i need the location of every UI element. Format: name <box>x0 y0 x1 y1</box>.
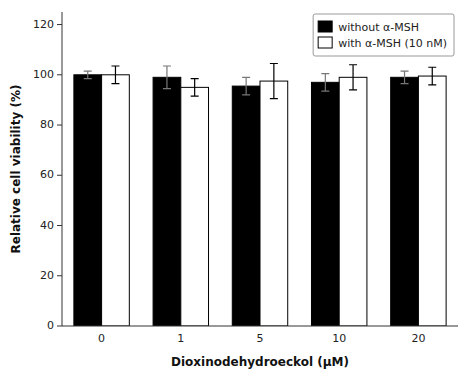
bar <box>339 77 367 326</box>
y-tick-label: 80 <box>40 118 54 131</box>
y-tick-label: 40 <box>40 219 54 232</box>
bar <box>153 77 181 326</box>
chart-svg: 0 20 40 60 80 100 120 0 1 5 10 20 Dioxinodehydroecko… <box>0 0 470 378</box>
x-axis-line <box>62 326 458 327</box>
y-tick-label: 0 <box>47 319 54 332</box>
error-bar <box>242 77 250 95</box>
y-tick <box>57 225 62 226</box>
y-tick <box>57 326 62 327</box>
x-tick-label: 0 <box>98 332 105 345</box>
error-bar <box>349 65 357 90</box>
x-tick-label: 10 <box>332 332 346 345</box>
y-axis-line <box>62 12 63 326</box>
y-tick <box>57 125 62 126</box>
bar <box>311 82 339 326</box>
bar <box>232 86 260 326</box>
legend: without α-MSH with α-MSH (10 nM) <box>313 14 454 56</box>
y-tick <box>57 175 62 176</box>
y-tick-label: 20 <box>40 269 54 282</box>
error-bar <box>321 74 329 92</box>
y-axis-label: Relative cell viability (%) <box>9 85 23 254</box>
x-axis: 0 1 5 10 20 <box>62 326 458 345</box>
bar <box>418 76 446 326</box>
error-bar <box>111 66 119 84</box>
y-tick-label: 100 <box>33 68 54 81</box>
y-tick-label: 120 <box>33 18 54 31</box>
x-tick-label: 20 <box>411 332 425 345</box>
y-axis: 0 20 40 60 80 100 120 <box>33 12 62 332</box>
error-bar <box>401 71 409 84</box>
error-bar <box>163 66 171 89</box>
bar <box>74 75 102 326</box>
error-bar <box>428 67 436 85</box>
y-tick <box>57 74 62 75</box>
bar <box>260 81 288 326</box>
x-tick-label: 5 <box>257 332 264 345</box>
legend-swatch <box>318 21 332 32</box>
legend-frame <box>313 14 454 56</box>
legend-label: with α-MSH (10 nM) <box>338 37 447 50</box>
legend-label: without α-MSH <box>338 21 419 34</box>
bar <box>181 87 209 326</box>
bars <box>74 63 446 326</box>
y-tick-label: 60 <box>40 168 54 181</box>
x-axis-label: Dioxinodehydroeckol (μM) <box>171 355 349 369</box>
legend-swatch <box>318 37 332 48</box>
y-tick <box>57 24 62 25</box>
bar <box>391 77 419 326</box>
error-bar <box>84 71 92 79</box>
error-bar <box>191 79 199 97</box>
chart-container: 0 20 40 60 80 100 120 0 1 5 10 20 Dioxinodehydroecko… <box>0 0 470 378</box>
error-bar <box>270 63 278 98</box>
bar <box>102 75 130 326</box>
x-tick-label: 1 <box>177 332 184 345</box>
y-tick <box>57 275 62 276</box>
